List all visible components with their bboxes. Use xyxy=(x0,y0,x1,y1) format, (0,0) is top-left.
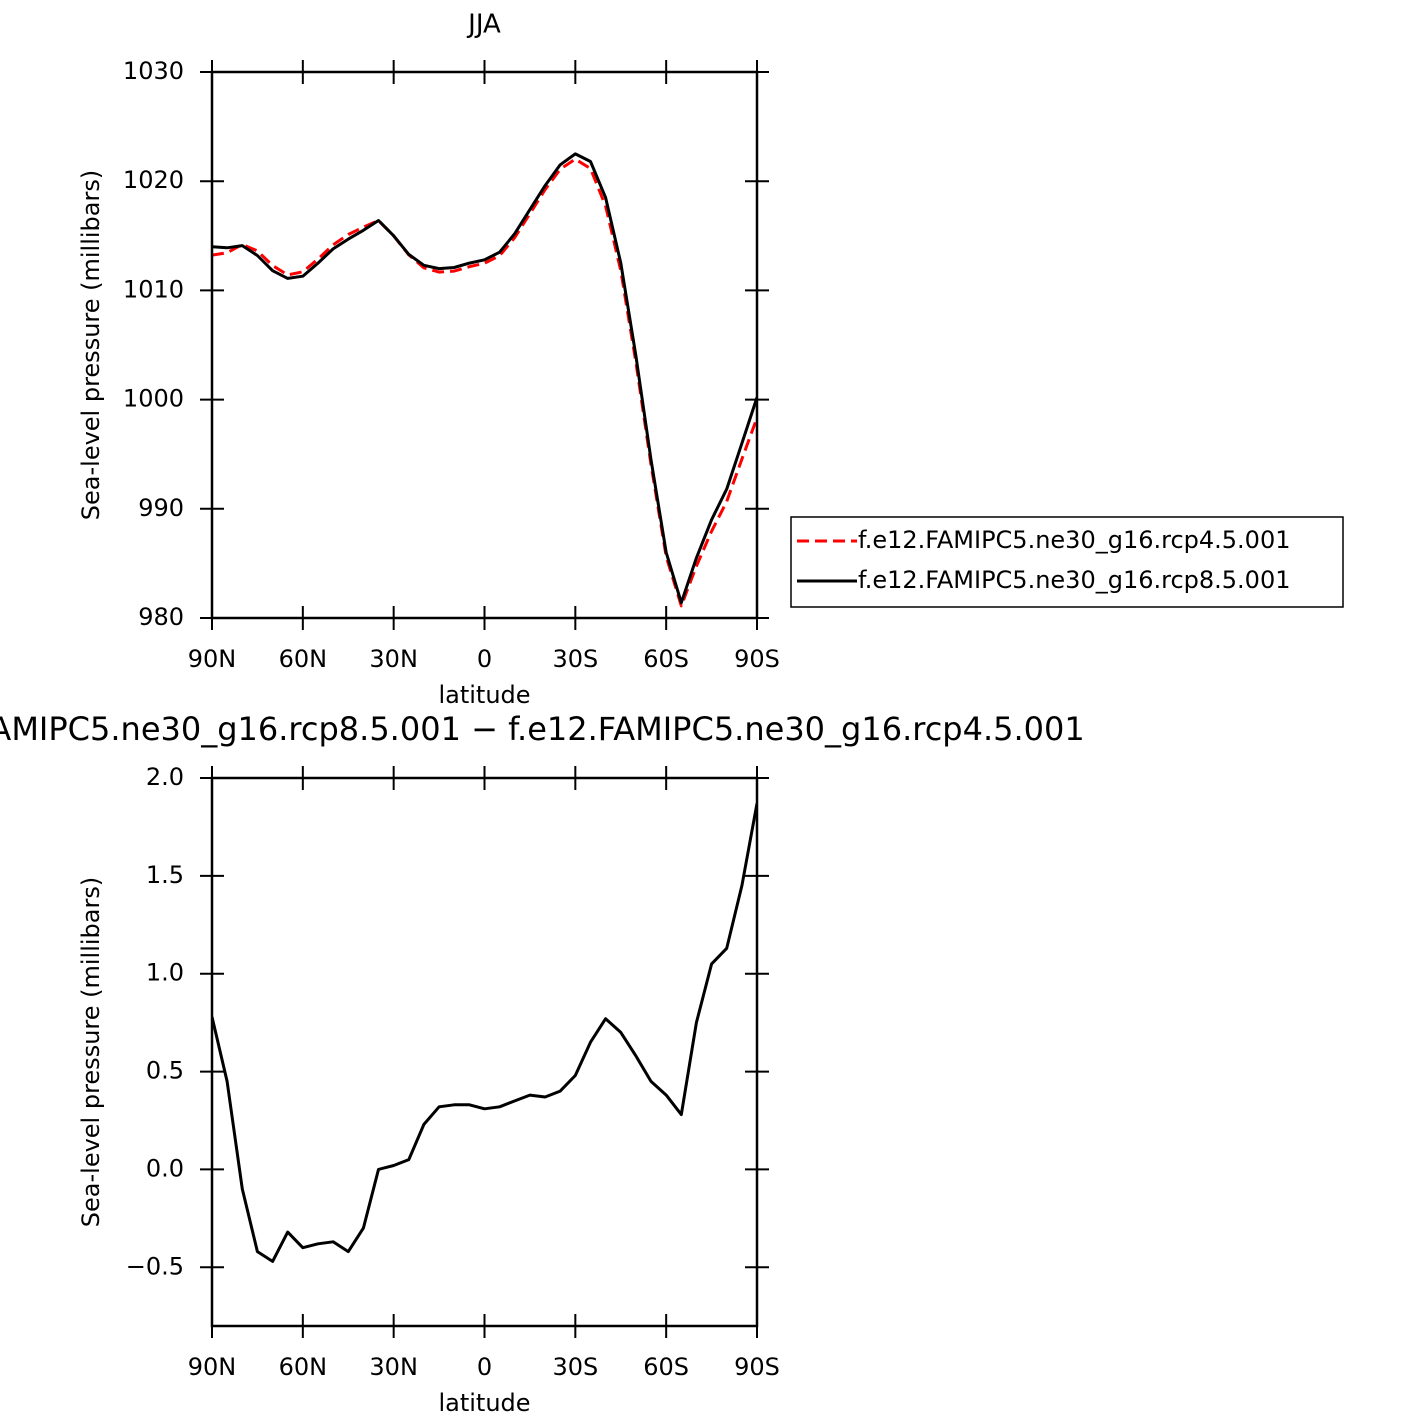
y-tick-label: 2.0 xyxy=(146,763,184,791)
y-tick-label: 0.0 xyxy=(146,1154,184,1182)
y-tick-label: 0.5 xyxy=(146,1057,184,1085)
x-tick-label: 90S xyxy=(734,1353,780,1381)
series-line xyxy=(212,803,757,1263)
x-tick-label: 90N xyxy=(188,1353,237,1381)
y-tick-label: 1.0 xyxy=(146,959,184,987)
y-tick-label: 1.5 xyxy=(146,861,184,889)
y-axis-label: Sea-level pressure (millibars) xyxy=(77,170,105,520)
x-tick-label: 30S xyxy=(552,645,598,673)
plot-frame xyxy=(210,776,759,1328)
x-axis-label: latitude xyxy=(438,1389,530,1417)
y-tick-label: 980 xyxy=(138,603,184,631)
x-axis-label: latitude xyxy=(438,681,530,709)
y-tick-label: 1020 xyxy=(123,166,184,194)
y-axis-label: Sea-level pressure (millibars) xyxy=(77,877,105,1227)
y-tick-label: 1030 xyxy=(123,57,184,85)
chart-title: f.e12.FAMIPC5.ne30_g16.rcp8.5.001 − f.e1… xyxy=(0,710,1085,748)
y-tick-label: 990 xyxy=(138,494,184,522)
x-tick-label: 60S xyxy=(643,1353,689,1381)
y-tick-label: 1010 xyxy=(123,275,184,303)
x-tick-label: 60N xyxy=(279,645,328,673)
series-line xyxy=(212,157,757,608)
plot-frame xyxy=(210,70,759,620)
legend-label: f.e12.FAMIPC5.ne30_g16.rcp8.5.001 xyxy=(858,566,1291,594)
series-line xyxy=(212,152,757,605)
x-tick-label: 30N xyxy=(369,1353,418,1381)
legend-box xyxy=(790,516,1344,608)
legend-label: f.e12.FAMIPC5.ne30_g16.rcp4.5.001 xyxy=(858,526,1291,554)
x-tick-label: 30N xyxy=(369,645,418,673)
y-tick-label: −0.5 xyxy=(126,1252,184,1280)
x-tick-label: 0 xyxy=(477,645,492,673)
y-tick-label: 1000 xyxy=(123,385,184,413)
chart-title: JJA xyxy=(466,10,501,40)
x-tick-label: 0 xyxy=(477,1353,492,1381)
x-tick-label: 60N xyxy=(279,1353,328,1381)
x-tick-label: 60S xyxy=(643,645,689,673)
x-tick-label: 90S xyxy=(734,645,780,673)
x-tick-label: 90N xyxy=(188,645,237,673)
x-tick-label: 30S xyxy=(552,1353,598,1381)
